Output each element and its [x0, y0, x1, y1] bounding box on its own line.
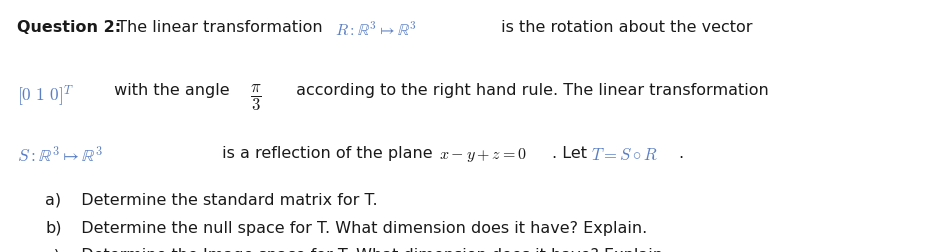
Text: .: .: [678, 146, 683, 161]
Text: b): b): [45, 220, 61, 236]
Text: with the angle: with the angle: [109, 83, 234, 98]
Text: . Let: . Let: [551, 146, 591, 161]
Text: a): a): [45, 193, 61, 208]
Text: c): c): [45, 248, 60, 252]
Text: Determine the Image space for T. What dimension does it have? Explain.: Determine the Image space for T. What di…: [71, 248, 667, 252]
Text: $\dfrac{\pi}{3}$: $\dfrac{\pi}{3}$: [250, 83, 261, 113]
Text: according to the right hand rule. The linear transformation: according to the right hand rule. The li…: [291, 83, 768, 98]
Text: Determine the standard matrix for T.: Determine the standard matrix for T.: [71, 193, 377, 208]
Text: Question 2:: Question 2:: [17, 20, 121, 35]
Text: is the rotation about the vector: is the rotation about the vector: [496, 20, 751, 35]
Text: $[0\ 1\ 0]^T$: $[0\ 1\ 0]^T$: [17, 83, 74, 108]
Text: $R : \mathbb{R}^3 \mapsto \mathbb{R}^3$: $R : \mathbb{R}^3 \mapsto \mathbb{R}^3$: [335, 20, 417, 39]
Text: $T = S \circ R$: $T = S \circ R$: [590, 146, 657, 164]
Text: $x - y + z = 0$: $x - y + z = 0$: [439, 146, 527, 164]
Text: is a reflection of the plane: is a reflection of the plane: [217, 146, 438, 161]
Text: $S : \mathbb{R}^3 \mapsto \mathbb{R}^3$: $S : \mathbb{R}^3 \mapsto \mathbb{R}^3$: [17, 146, 103, 166]
Text: Determine the null space for T. What dimension does it have? Explain.: Determine the null space for T. What dim…: [71, 220, 647, 236]
Text: The linear transformation: The linear transformation: [111, 20, 327, 35]
